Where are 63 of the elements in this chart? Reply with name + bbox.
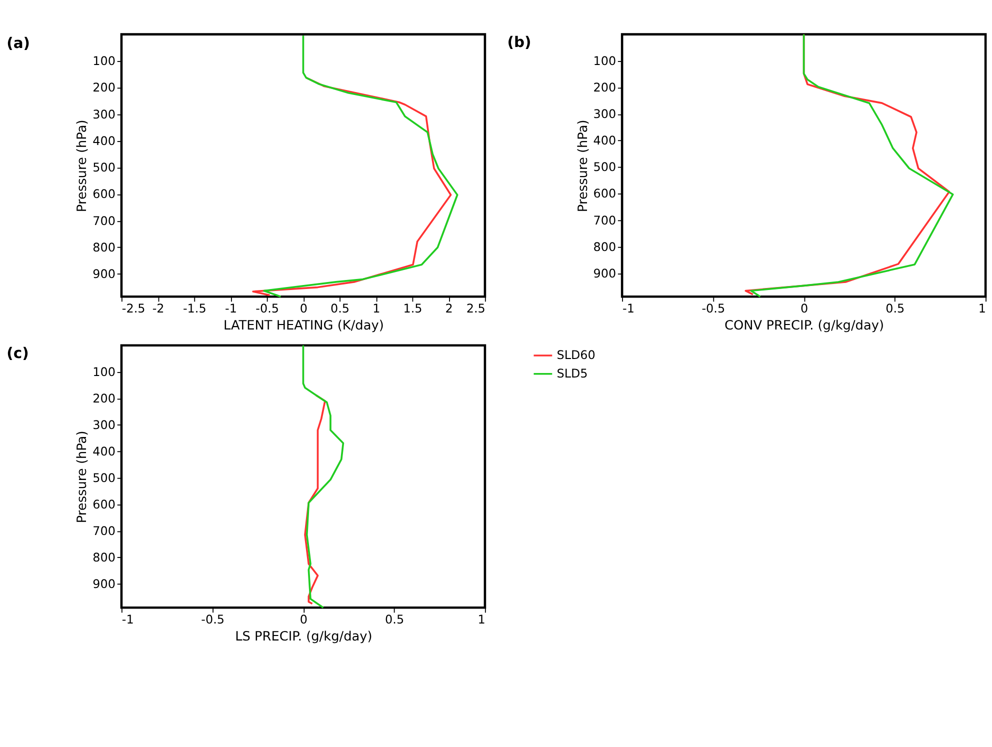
line-series — [252, 76, 452, 296]
y-tick-label: 400 — [593, 134, 616, 148]
y-tick-label: 100 — [92, 364, 116, 379]
x-tick-label: -1 — [622, 302, 634, 316]
x-tick-label: 2.5 — [466, 302, 486, 316]
x-axis-title: LS PRECIP. (g/kg/day) — [235, 629, 372, 644]
x-tick-label: -2 — [152, 302, 164, 316]
x-tick-label: 0 — [800, 302, 808, 316]
line-series — [263, 34, 458, 298]
chart-title: (a) — [6, 35, 30, 52]
x-tick-label: 2 — [445, 302, 453, 316]
x-tick-label: 0.5 — [330, 302, 350, 316]
x-tick-label: 0 — [300, 612, 308, 627]
y-tick-label: 100 — [593, 54, 616, 68]
y-tick-label: 500 — [92, 470, 116, 485]
y-tick-label: 200 — [593, 80, 616, 95]
y-tick-label: 700 — [92, 214, 116, 228]
y-axis-title: Pressure (hPa) — [576, 120, 591, 212]
y-tick-label: 600 — [593, 186, 616, 201]
y-tick-label: 300 — [92, 418, 116, 432]
x-tick-label: 1 — [978, 302, 986, 316]
x-tick-label: 1 — [372, 302, 380, 316]
y-tick-label: 200 — [92, 391, 116, 406]
x-tick-label: 0 — [300, 302, 308, 316]
x-tick-label: -0.5 — [702, 302, 726, 316]
y-tick-label: 300 — [593, 107, 616, 122]
y-tick-label: 600 — [92, 497, 116, 512]
y-tick-label: 100 — [92, 54, 116, 68]
y-tick-label: 500 — [92, 160, 116, 175]
y-tick-label: 700 — [92, 524, 116, 538]
y-tick-label: 700 — [593, 213, 616, 228]
x-axis-title: LATENT HEATING (K/day) — [223, 318, 384, 334]
x-tick-label: 1 — [478, 612, 486, 627]
y-tick-label: 800 — [92, 240, 116, 254]
y-axis-title: Pressure (hPa) — [75, 120, 90, 212]
chart-title: (c) — [6, 345, 29, 362]
x-tick-label: 1.5 — [403, 302, 422, 316]
y-tick-label: 400 — [92, 444, 116, 458]
y-tick-label: 300 — [92, 107, 116, 122]
y-tick-label: 500 — [593, 160, 616, 174]
chart-title: (b) — [507, 34, 532, 52]
x-tick-label: -1.5 — [182, 302, 206, 316]
y-tick-label: 900 — [92, 576, 116, 591]
y-axis-title: Pressure (hPa) — [75, 430, 90, 524]
legend-label: SLD60 — [556, 348, 596, 362]
y-tick-label: 800 — [92, 550, 116, 564]
x-axis-title: CONV PRECIP. (g/kg/day) — [724, 318, 884, 334]
y-tick-label: 800 — [593, 240, 616, 254]
line-series — [302, 344, 344, 609]
x-tick-label: -2.5 — [122, 302, 146, 316]
x-tick-label: -0.5 — [256, 302, 279, 316]
x-tick-label: -1 — [122, 612, 134, 627]
y-tick-label: 900 — [593, 266, 616, 280]
y-tick-label: 600 — [92, 187, 116, 202]
x-tick-label: 0.5 — [385, 612, 404, 627]
x-tick-label: -0.5 — [201, 612, 224, 627]
y-tick-label: 900 — [92, 267, 116, 282]
line-series — [304, 394, 326, 605]
x-tick-label: -1 — [225, 302, 237, 316]
y-tick-label: 200 — [92, 80, 116, 95]
x-tick-label: 0.5 — [886, 302, 905, 316]
legend-label: SLD5 — [556, 366, 588, 381]
y-tick-label: 400 — [92, 134, 116, 148]
